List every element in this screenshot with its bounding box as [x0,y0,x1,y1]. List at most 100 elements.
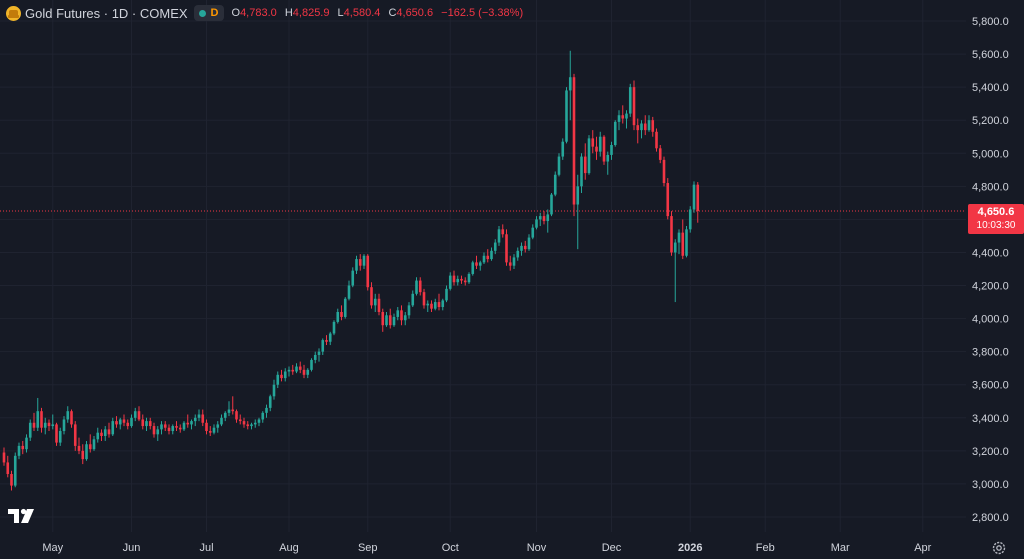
candle [516,247,520,261]
candle-body [103,429,107,436]
candle-body [197,414,201,418]
candle [122,414,126,427]
candle-body [235,411,238,420]
candle [268,394,272,412]
candle-body [265,407,268,413]
candle-body [430,303,433,309]
candle-body [21,445,25,450]
candle [640,120,643,139]
candle-body [512,257,516,266]
price-tick-label: 4,400.0 [972,247,1009,259]
candle-body [238,419,242,422]
candle [370,282,373,309]
candle-body [613,121,617,145]
last-price-tag: 4,650.6 10:03:30 [968,204,1024,234]
candle-body [111,421,115,435]
time-tick-label: Jun [123,542,141,554]
candle-body [628,87,632,114]
candle [377,293,381,316]
candle [103,426,107,441]
candle [553,171,557,197]
candle [276,371,280,389]
price-axis[interactable]: 2,800.0 3,000.0 3,200.0 3,400.0 3,600.0 3,800… [972,16,1009,524]
candle [10,470,13,491]
candle-body [122,419,126,423]
time-axis[interactable]: May Jun Jul Aug Sep Oct Nov Dec 2026 Feb Mar Apr [42,542,931,554]
candle [156,426,160,441]
candle [302,364,306,379]
time-tick-label: Oct [442,542,459,554]
candle [565,87,568,144]
candle-body [58,431,62,443]
candle [111,417,115,436]
candle-body [445,288,448,301]
candle-body [92,439,96,450]
tradingview-logo-icon[interactable] [7,507,37,525]
candle-body [340,311,343,317]
candle-body [520,245,523,251]
chart-settings-gear-icon[interactable] [991,540,1007,556]
candle-body [70,411,73,425]
candle-body [407,305,411,316]
candle [538,212,542,227]
candle [381,308,385,332]
market-status-badge[interactable]: D [193,5,224,21]
candle [576,174,580,250]
candle [508,255,512,271]
candle [625,110,628,129]
candle [287,366,291,377]
candle [328,331,332,346]
candle-body [100,432,103,436]
candle [606,151,610,175]
candle [238,414,242,425]
candle [666,178,670,220]
time-tick-label: Jul [199,542,213,554]
candle-body [595,146,598,152]
candle-body [643,123,647,131]
symbol-legend: Gold Futures · 1D · COMEX D O4,783.0 H4,… [6,4,528,22]
candle [51,414,55,430]
candle-body [610,145,613,155]
candle-body [366,255,370,288]
time-tick-label: Aug [279,542,299,554]
candle-body [115,421,118,425]
candle-body [591,138,595,147]
candle-body [205,422,208,432]
candle [223,411,227,422]
candle-body [696,184,700,211]
candle-body [388,315,392,326]
candle-body [280,374,283,379]
candle-body [88,444,92,450]
candle-body [403,315,407,321]
candle [325,335,328,346]
candle-body [257,419,261,423]
candle-body [692,184,696,210]
candle-body [283,371,287,379]
candle-body [167,427,171,432]
candle [441,298,445,311]
candle [501,224,505,238]
candle-body [55,424,58,443]
candle-body [456,278,460,283]
candle [415,277,418,296]
candle-body [81,450,85,460]
candle [186,414,190,428]
candle-body [130,417,133,427]
candle [460,275,463,284]
candle-body [501,229,505,235]
candle-body [463,280,467,283]
candle [306,368,310,379]
candle [445,285,448,303]
candle [591,130,595,154]
price-tick-label: 3,600.0 [972,380,1009,392]
candle [163,421,167,432]
candle [298,361,302,374]
candle [561,138,565,160]
candle [486,249,490,263]
candle-body [261,412,265,420]
candle-body [36,411,40,428]
symbol-title[interactable]: Gold Futures · 1D · COMEX [25,5,188,21]
candle-body [336,311,340,322]
candle [100,429,103,441]
